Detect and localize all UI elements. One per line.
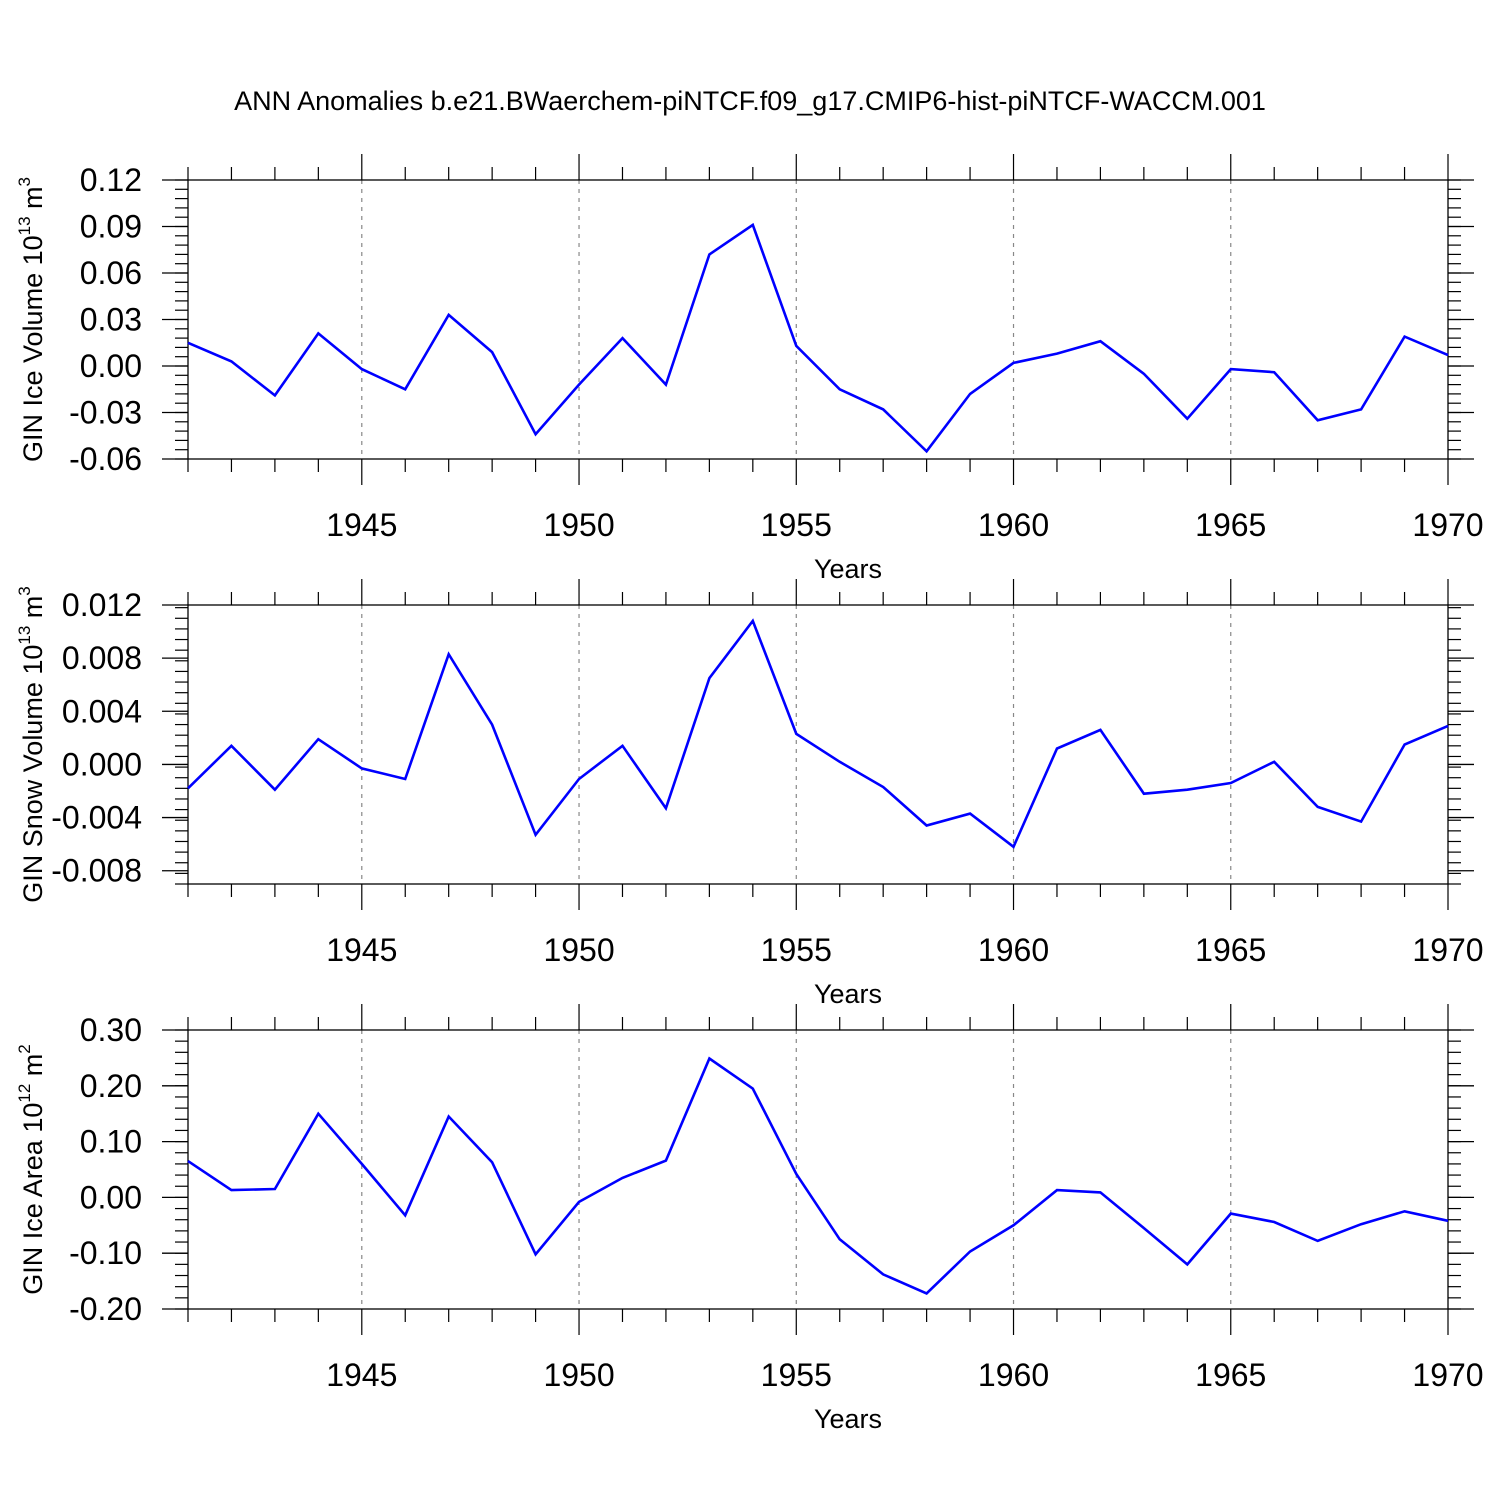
x-tick-label: 1970: [1412, 1357, 1483, 1393]
y-axis-label-text: m: [18, 186, 48, 216]
x-axis-label: Years: [814, 1404, 882, 1434]
chart-panel-3: -0.20 -0.10 0.00 0.10 0.20 0.30 1945 1950 1955 19…: [15, 1004, 1484, 1434]
x-tick-label: 1955: [761, 932, 832, 968]
y-tick-label: 0.00: [80, 348, 142, 384]
chart-panel-2: -0.008 -0.004 0.000 0.004 0.008 0.012 1945 1950…: [15, 579, 1484, 1009]
x-tick-label: 1950: [543, 932, 614, 968]
x-tick-label: 1945: [326, 507, 397, 543]
x-tick-label: 1970: [1412, 507, 1483, 543]
y-axis-label-text: m: [18, 1054, 48, 1084]
y-tick-label: -0.06: [69, 441, 142, 477]
x-tick-label: 1960: [978, 507, 1049, 543]
x-axis-label: Years: [814, 979, 882, 1009]
y-tick-label: 0.12: [80, 162, 142, 198]
y-axis-label: GIN Ice Area 1012 m2: [15, 1044, 48, 1295]
y-tick-label: 0.012: [62, 587, 142, 623]
y-tick-label: 0.20: [80, 1068, 142, 1104]
y-axis-label: GIN Snow Volume 1013 m3: [15, 586, 48, 903]
y-tick-label: -0.008: [51, 853, 142, 889]
x-tick-label: 1945: [326, 932, 397, 968]
x-tick-label: 1950: [543, 507, 614, 543]
y-tick-label: -0.03: [69, 395, 142, 431]
y-tick-label: -0.10: [69, 1235, 142, 1271]
plot-frame: [187, 179, 1449, 460]
x-tick-label: 1965: [1195, 507, 1266, 543]
x-axis-label: Years: [814, 554, 882, 584]
y-tick-label: 0.03: [80, 302, 142, 338]
chart-panel-1: -0.06 -0.03 0.00 0.03 0.06 0.09 0.12 1945 1950 19…: [15, 154, 1484, 584]
x-tick-label: 1945: [326, 1357, 397, 1393]
x-tick-label: 1965: [1195, 932, 1266, 968]
y-tick-label: 0.06: [80, 255, 142, 291]
y-axis-label-superscript: 3: [15, 177, 34, 186]
y-axis-label-superscript: 3: [15, 586, 34, 595]
plot-frame: [187, 604, 1449, 885]
y-axis-label-superscript: 12: [15, 1084, 34, 1103]
x-tick-label: 1950: [543, 1357, 614, 1393]
y-tick-label: 0.30: [80, 1012, 142, 1048]
x-tick-label: 1955: [761, 1357, 832, 1393]
y-tick-label: 0.00: [80, 1179, 142, 1215]
x-tick-label: 1955: [761, 507, 832, 543]
series-line: [187, 1056, 1449, 1295]
y-tick-label: -0.004: [51, 800, 142, 836]
y-axis-label-text: GIN Ice Area 10: [18, 1103, 48, 1295]
x-tick-label: 1960: [978, 1357, 1049, 1393]
y-axis-label-superscript: 13: [15, 216, 34, 235]
page-title: ANN Anomalies b.e21.BWaerchem-piNTCF.f09…: [234, 86, 1266, 116]
y-tick-label: 0.004: [62, 693, 142, 729]
x-tick-label: 1960: [978, 932, 1049, 968]
series-line: [187, 222, 1449, 454]
y-axis-label-text: m: [18, 596, 48, 626]
y-axis-label-text: GIN Snow Volume 10: [18, 645, 48, 903]
y-axis-label-superscript: 13: [15, 626, 34, 645]
y-axis-label: GIN Ice Volume 1013 m3: [15, 177, 48, 462]
y-axis-label-text: GIN Ice Volume 10: [18, 235, 48, 462]
y-tick-label: 0.09: [80, 209, 142, 245]
x-tick-label: 1970: [1412, 932, 1483, 968]
plot-frame: [187, 1029, 1449, 1310]
y-tick-label: 0.10: [80, 1124, 142, 1160]
y-tick-label: 0.000: [62, 746, 142, 782]
series-line: [187, 618, 1449, 849]
y-tick-label: 0.008: [62, 640, 142, 676]
y-axis-label-superscript: 2: [15, 1044, 34, 1053]
x-tick-label: 1965: [1195, 1357, 1266, 1393]
y-tick-label: -0.20: [69, 1291, 142, 1327]
